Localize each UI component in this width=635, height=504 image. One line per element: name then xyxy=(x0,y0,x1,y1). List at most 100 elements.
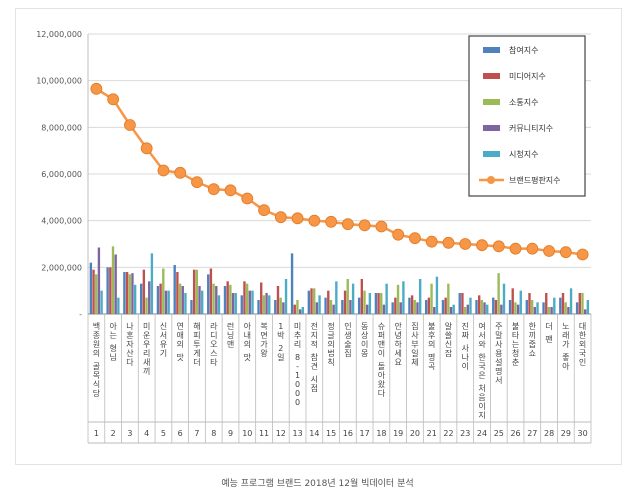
legend-swatch xyxy=(483,125,500,131)
bar xyxy=(528,293,531,314)
rank-label: 9 xyxy=(228,429,233,438)
bar xyxy=(368,293,372,314)
bar xyxy=(561,293,565,314)
bar xyxy=(500,304,503,314)
bar xyxy=(92,269,95,314)
line-point xyxy=(375,220,388,233)
bar xyxy=(525,300,528,314)
rank-label: 27 xyxy=(527,429,537,438)
bar xyxy=(310,288,313,314)
bar xyxy=(567,307,570,314)
bar xyxy=(449,307,453,314)
bar xyxy=(109,267,112,314)
bar xyxy=(553,297,556,314)
bar xyxy=(329,300,333,314)
rank-label: 10 xyxy=(242,429,252,438)
bar xyxy=(396,284,400,314)
line-point xyxy=(409,232,421,245)
y-tick-label: - xyxy=(79,310,82,319)
bar xyxy=(357,297,361,314)
bar xyxy=(418,279,422,314)
bar xyxy=(516,304,520,314)
line-point xyxy=(425,235,438,248)
bar xyxy=(461,293,464,314)
bar xyxy=(466,304,469,314)
bar xyxy=(95,274,98,314)
bar xyxy=(477,295,481,314)
bar xyxy=(296,300,299,314)
bar xyxy=(209,268,213,314)
rank-label: 12 xyxy=(276,429,286,438)
bar xyxy=(248,290,252,314)
bar xyxy=(198,286,201,314)
bar xyxy=(564,302,567,314)
line-point xyxy=(358,219,371,232)
rank-label: 4 xyxy=(144,429,149,438)
bar xyxy=(279,297,282,314)
bar xyxy=(391,302,394,314)
bar xyxy=(374,293,378,314)
bar xyxy=(148,281,151,314)
bar xyxy=(327,290,330,314)
line-point xyxy=(526,242,539,255)
y-tick-label: 10,000,000 xyxy=(36,77,82,86)
rank-label: 17 xyxy=(360,429,370,438)
bar xyxy=(142,269,146,314)
bar xyxy=(89,262,93,314)
legend-label: 소통지수 xyxy=(509,98,538,107)
bar xyxy=(245,283,249,314)
bar xyxy=(298,309,302,314)
bar xyxy=(581,293,584,314)
y-tick-label: 8,000,000 xyxy=(41,123,82,132)
bar xyxy=(463,307,467,314)
bar xyxy=(480,300,484,314)
legend-label: 시청지수 xyxy=(509,150,538,159)
bar xyxy=(452,304,455,314)
bar xyxy=(475,300,478,314)
rank-label: 22 xyxy=(443,429,453,438)
bar xyxy=(332,304,335,314)
y-tick-label: 2,000,000 xyxy=(41,263,82,272)
bar xyxy=(430,283,433,314)
bar xyxy=(380,293,383,314)
line-point xyxy=(140,142,153,155)
bar xyxy=(578,293,581,314)
bar xyxy=(217,295,221,314)
bar xyxy=(427,297,431,314)
rank-label: 13 xyxy=(292,429,302,438)
bar xyxy=(349,300,352,314)
bar xyxy=(469,297,472,314)
legend-swatch xyxy=(483,47,500,53)
line-point xyxy=(207,183,220,196)
legend-box xyxy=(468,35,586,197)
bar xyxy=(360,279,364,314)
rank-label: 21 xyxy=(427,429,437,438)
bar xyxy=(307,290,311,314)
bar xyxy=(402,281,405,314)
bar xyxy=(290,253,294,314)
bar xyxy=(313,288,316,314)
bar xyxy=(425,300,428,314)
rank-label: 16 xyxy=(343,429,353,438)
bar xyxy=(282,302,285,314)
bar xyxy=(234,293,237,314)
bar xyxy=(150,253,154,314)
bar xyxy=(97,247,101,314)
legend-label: 브랜드평판지수 xyxy=(509,175,561,185)
y-tick-label: 4,000,000 xyxy=(41,217,82,226)
bar xyxy=(111,246,115,314)
bar xyxy=(167,290,170,314)
line-point xyxy=(459,238,472,250)
bar xyxy=(533,307,537,314)
bar xyxy=(226,281,229,314)
